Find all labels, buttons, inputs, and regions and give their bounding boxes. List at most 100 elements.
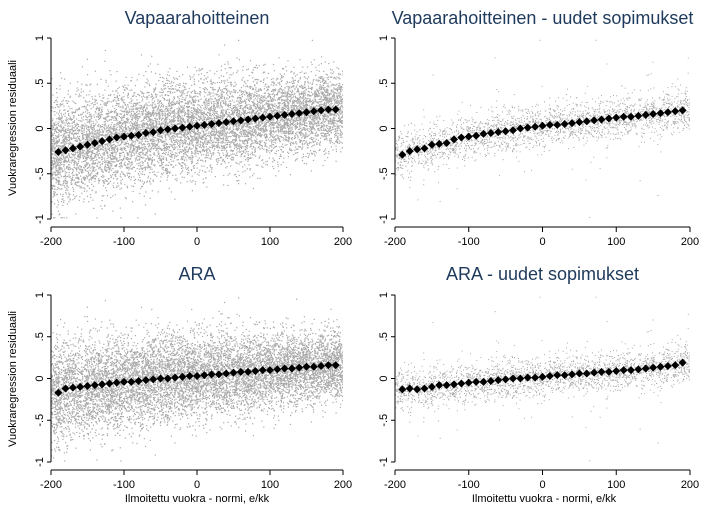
scatter-point — [63, 217, 65, 219]
scatter-point — [336, 139, 338, 141]
scatter-point — [289, 81, 291, 84]
scatter-point — [166, 116, 168, 118]
scatter-point — [216, 144, 218, 146]
scatter-point — [330, 146, 332, 148]
scatter-point — [143, 122, 145, 124]
scatter-point — [166, 170, 168, 172]
scatter-point — [183, 153, 185, 155]
scatter-point — [245, 183, 247, 185]
scatter-point — [244, 152, 246, 154]
scatter-point — [272, 100, 274, 102]
scatter-point — [191, 141, 193, 143]
scatter-point — [325, 100, 327, 102]
scatter-point — [51, 147, 53, 149]
scatter-point — [201, 135, 203, 137]
scatter-point — [131, 139, 133, 141]
scatter-point — [315, 66, 317, 68]
scatter-point — [111, 169, 113, 171]
scatter-point — [246, 113, 248, 115]
scatter-point — [183, 150, 185, 152]
scatter-point — [340, 96, 342, 99]
scatter-point — [256, 81, 258, 83]
scatter-point — [87, 152, 89, 154]
scatter-point — [139, 156, 141, 158]
scatter-point — [320, 122, 322, 124]
scatter-point — [253, 67, 255, 69]
scatter-point — [280, 92, 282, 94]
scatter-point — [197, 144, 199, 146]
scatter-point — [167, 148, 169, 150]
scatter-point — [325, 148, 327, 150]
scatter-point — [286, 139, 288, 141]
scatter-point — [194, 150, 196, 152]
scatter-point — [166, 159, 168, 161]
scatter-point — [337, 135, 339, 137]
scatter-point — [246, 168, 248, 170]
scatter-point — [73, 154, 75, 156]
scatter-point — [333, 96, 335, 98]
scatter-point — [251, 133, 253, 135]
scatter-point — [148, 101, 150, 103]
scatter-point — [322, 79, 324, 81]
scatter-point — [173, 157, 176, 159]
scatter-point — [112, 125, 115, 127]
scatter-point — [120, 109, 122, 111]
scatter-point — [220, 111, 222, 113]
scatter-point — [318, 149, 320, 152]
scatter-point — [318, 125, 320, 127]
scatter-point — [278, 158, 281, 160]
scatter-point — [115, 127, 117, 130]
scatter-point — [86, 119, 88, 121]
scatter-point — [191, 123, 194, 126]
scatter-point — [161, 135, 163, 137]
scatter-point — [291, 90, 293, 92]
scatter-point — [181, 165, 183, 168]
scatter-point — [335, 145, 337, 147]
scatter-point — [181, 168, 183, 170]
scatter-point — [141, 133, 143, 135]
scatter-point — [335, 99, 337, 101]
scatter-point — [199, 112, 201, 114]
scatter-point — [97, 107, 99, 110]
scatter-point — [333, 117, 335, 119]
scatter-point — [53, 141, 55, 143]
scatter-point — [235, 124, 237, 126]
scatter-point — [250, 137, 252, 140]
scatter-point — [167, 109, 169, 111]
scatter-point — [181, 131, 183, 133]
scatter-point — [133, 148, 135, 150]
scatter-point — [59, 174, 61, 176]
scatter-point — [135, 123, 137, 125]
scatter-point — [242, 129, 244, 131]
scatter-point — [199, 91, 201, 93]
scatter-point — [226, 150, 228, 152]
scatter-point — [213, 115, 215, 117]
scatter-point — [291, 106, 293, 109]
scatter-point — [165, 114, 167, 116]
scatter-point — [257, 143, 259, 145]
scatter-point — [331, 129, 333, 131]
scatter-point — [130, 100, 132, 102]
scatter-point — [154, 142, 156, 144]
scatter-point — [116, 178, 118, 180]
scatter-point — [249, 127, 251, 130]
scatter-point — [196, 111, 198, 113]
scatter-point — [146, 138, 148, 140]
scatter-point — [166, 133, 169, 135]
scatter-point — [302, 108, 304, 110]
scatter-point — [109, 128, 112, 130]
scatter-point — [209, 80, 212, 82]
scatter-point — [323, 77, 325, 79]
scatter-point — [302, 146, 304, 148]
scatter-point — [66, 100, 68, 102]
scatter-point — [264, 109, 266, 111]
scatter-point — [192, 117, 194, 119]
scatter-point — [303, 162, 305, 164]
scatter-point — [87, 175, 89, 177]
scatter-point — [199, 106, 201, 108]
scatter-point — [203, 111, 205, 113]
scatter-point — [327, 85, 329, 87]
scatter-point — [338, 88, 340, 90]
scatter-point — [220, 75, 222, 77]
scatter-point — [83, 146, 86, 148]
